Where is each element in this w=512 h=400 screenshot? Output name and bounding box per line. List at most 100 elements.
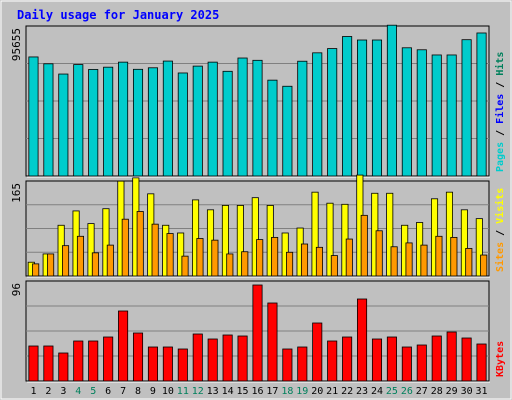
bar-hits-day-30 <box>461 39 472 177</box>
bar-hits-day-20 <box>312 52 323 177</box>
panel-visits: 165 Sites / Visits <box>10 174 506 278</box>
bar-hits-day-19 <box>297 60 308 177</box>
bar-hits-day-22 <box>342 36 353 177</box>
bar-hits-day-12 <box>192 65 203 177</box>
bar-kbytes-day-15 <box>237 335 248 382</box>
bar-visits-day-12 <box>192 199 200 277</box>
day-label-5: 5 <box>90 386 96 397</box>
bar-kbytes-day-29 <box>446 331 457 382</box>
bar-sites-day-7 <box>121 218 129 277</box>
bar-sites-day-25 <box>390 246 398 277</box>
bar-hits-day-8 <box>132 68 144 177</box>
legend-visits: Visits <box>494 188 506 224</box>
bar-sites-day-2 <box>47 253 55 277</box>
legend-hits: Hits <box>494 52 506 76</box>
bar-hits-day-24 <box>371 39 383 177</box>
bar-kbytes-day-27 <box>416 344 427 382</box>
bar-sites-day-29 <box>450 236 458 277</box>
bar-sites-day-20 <box>315 246 323 277</box>
bar-kbytes-day-3 <box>58 352 69 382</box>
bar-hits-day-13 <box>207 61 218 177</box>
bar-hits-day-2 <box>43 63 54 177</box>
bar-sites-day-8 <box>136 211 144 277</box>
chart-title: Daily usage for January 2025 <box>17 8 219 22</box>
day-label-19: 19 <box>296 386 308 397</box>
bar-hits-day-5 <box>88 69 99 177</box>
bar-kbytes-day-31 <box>476 343 487 382</box>
bar-sites-day-17 <box>271 236 279 277</box>
bar-sites-day-10 <box>166 233 174 277</box>
bar-sites-day-30 <box>465 248 473 277</box>
day-label-27: 27 <box>416 386 428 397</box>
day-label-10: 10 <box>162 386 174 397</box>
bar-visits-day-5 <box>87 223 95 277</box>
bar-kbytes-day-20 <box>312 322 323 382</box>
day-label-21: 21 <box>326 386 338 397</box>
bar-hits-day-10 <box>162 60 173 177</box>
bar-hits-day-1 <box>28 56 39 177</box>
bar-visits-day-31 <box>475 218 483 277</box>
bar-hits-day-16 <box>252 59 263 177</box>
day-label-1: 1 <box>30 386 36 397</box>
bar-sites-day-6 <box>106 244 114 277</box>
bar-hits-day-27 <box>416 49 427 177</box>
bar-kbytes-day-16 <box>252 284 263 382</box>
bar-sites-day-14 <box>226 253 234 277</box>
day-label-18: 18 <box>281 386 293 397</box>
bar-kbytes-day-22 <box>342 336 353 382</box>
day-label-3: 3 <box>60 386 66 397</box>
day-label-17: 17 <box>266 386 278 397</box>
legend-kbytes: KBytes <box>495 341 506 377</box>
day-label-20: 20 <box>311 386 323 397</box>
bar-hits-day-23 <box>357 39 368 177</box>
bar-sites-day-5 <box>91 252 99 277</box>
bar-hits-day-14 <box>222 70 233 177</box>
bar-kbytes-day-6 <box>103 336 114 382</box>
bar-kbytes-day-24 <box>371 338 383 382</box>
bar-hits-day-29 <box>446 54 457 177</box>
bar-kbytes-day-30 <box>461 337 472 382</box>
panel-kbytes: 96 KBytes <box>10 280 506 383</box>
day-label-24: 24 <box>371 386 383 397</box>
bar-hits-day-15 <box>237 57 248 177</box>
day-label-16: 16 <box>251 386 263 397</box>
bar-hits-day-26 <box>401 47 412 177</box>
bar-sites-day-28 <box>435 235 443 277</box>
day-label-7: 7 <box>120 386 126 397</box>
panel-visits-legend: Sites / Visits <box>494 188 506 272</box>
day-label-6: 6 <box>105 386 111 397</box>
bar-sites-day-21 <box>330 255 338 277</box>
bar-hits-day-21 <box>327 48 338 177</box>
day-label-9: 9 <box>150 386 156 397</box>
bar-kbytes-day-14 <box>222 334 233 382</box>
legend-sites: Sites <box>494 242 506 272</box>
bar-sites-day-3 <box>61 245 70 277</box>
day-label-28: 28 <box>431 386 443 397</box>
panel-hits-legend: Pages / Files / Hits <box>494 52 506 172</box>
bar-sites-day-4 <box>76 235 85 277</box>
bar-kbytes-day-9 <box>147 346 158 382</box>
bar-kbytes-day-2 <box>43 345 54 382</box>
bar-sites-day-9 <box>151 223 159 277</box>
panel-visits-max-label: 165 <box>10 183 23 203</box>
day-label-4: 4 <box>75 386 81 397</box>
bar-kbytes-day-26 <box>401 346 412 382</box>
bar-kbytes-day-25 <box>386 336 397 382</box>
bar-sites-day-22 <box>345 238 353 277</box>
bar-kbytes-day-23 <box>357 298 368 382</box>
bar-kbytes-day-5 <box>88 340 99 382</box>
bar-kbytes-day-7 <box>118 310 129 382</box>
bar-visits-day-16 <box>251 197 259 277</box>
bar-visits-day-20 <box>311 191 319 277</box>
bar-sites-day-26 <box>405 242 413 277</box>
bar-sites-day-13 <box>211 239 219 277</box>
day-label-23: 23 <box>356 386 368 397</box>
legend-files: Files <box>494 94 506 124</box>
bar-kbytes-day-13 <box>207 338 218 382</box>
day-label-31: 31 <box>476 386 488 397</box>
day-label-13: 13 <box>207 386 219 397</box>
bar-visits-day-14 <box>221 205 229 277</box>
day-label-25: 25 <box>386 386 398 397</box>
bar-sites-day-27 <box>420 244 428 277</box>
